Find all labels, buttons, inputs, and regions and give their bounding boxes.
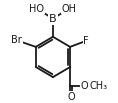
Text: Br: Br bbox=[11, 35, 22, 45]
Text: O: O bbox=[81, 81, 88, 91]
Text: HO: HO bbox=[29, 4, 44, 14]
Text: F: F bbox=[83, 36, 89, 46]
Text: OH: OH bbox=[62, 4, 77, 14]
Text: B: B bbox=[49, 14, 57, 24]
Text: CH₃: CH₃ bbox=[90, 81, 108, 91]
Text: O: O bbox=[67, 92, 75, 102]
